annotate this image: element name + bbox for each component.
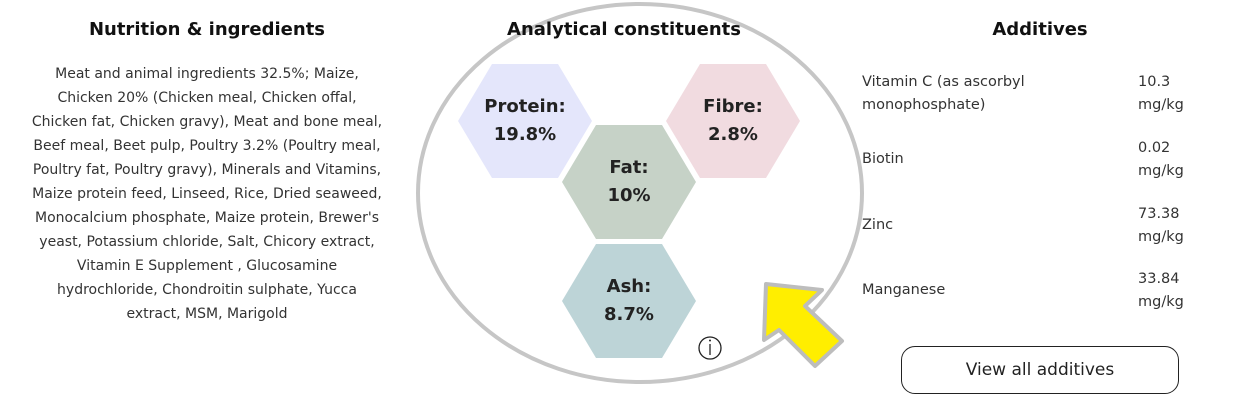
highlight-ellipse [416,2,864,384]
constituent-label: Protein: [484,96,566,117]
additive-name: Zinc [862,217,894,233]
additive-amount: 73.38 mg/kg [1138,206,1184,245]
constituent: Fat: 10% [562,154,696,210]
info-icon-dot [709,339,711,342]
additive-amount: 10.3 mg/kg [1138,74,1184,113]
constituent-value: 10% [607,185,651,206]
constituent-value: 8.7% [604,304,654,325]
constituent-value: 19.8% [493,124,557,145]
constituent: Ash: 8.7% [562,273,696,329]
additive-amount: 33.84 mg/kg [1138,271,1184,310]
constituent: Fibre: 2.8% [666,93,800,149]
constituent: Protein: 19.8% [458,93,592,149]
ingredients-text: Meat and animal ingredients 32.5%; Maize… [31,66,383,322]
view-all-button[interactable]: View all additives [901,346,1179,394]
pointer-arrow [762,282,844,368]
additive-name: Vitamin C (as ascorbyl monophosphate) [862,74,1025,113]
info-icon[interactable] [698,336,722,360]
additive-name: Manganese [862,282,946,298]
constituent-label: Ash: [606,276,652,297]
additive-name: Biotin [862,151,904,167]
additive-amount: 0.02 mg/kg [1138,140,1184,179]
hexagon [666,64,800,178]
section-title: Nutrition & ingredients [88,19,326,40]
hexagon [562,244,696,358]
constituent-label: Fat: [609,157,649,178]
constituent-label: Fibre: [703,96,763,117]
constituent-value: 2.8% [708,124,758,145]
section-title: Additives [992,19,1088,40]
hexagon [458,64,592,178]
hexagon [562,125,696,239]
section-title: Analytical constituents [507,19,741,40]
